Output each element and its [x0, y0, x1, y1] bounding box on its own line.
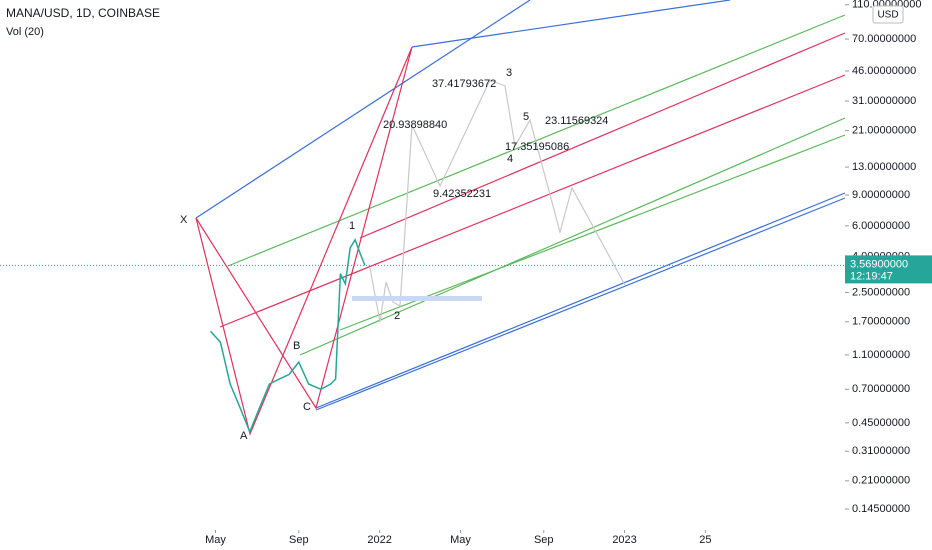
wave-label: C: [303, 401, 311, 413]
y-tick-label: 21.00000000: [852, 125, 916, 137]
wave-label: 1: [349, 220, 355, 232]
chart-title: MANA/USD, 1D, COINBASE: [6, 6, 160, 20]
price-annotation: 23.11569324: [545, 115, 608, 127]
indicator-label: Vol (20): [6, 26, 44, 38]
wave-label: 2: [394, 310, 400, 322]
fork-line: [411, 0, 731, 48]
price-annotation: 17.35195086: [505, 141, 569, 153]
price-line: [210, 238, 366, 434]
x-tick-label: Sep: [289, 534, 309, 546]
x-tick-label: 25: [699, 534, 711, 546]
y-tick-label: 110.00000000: [852, 0, 922, 11]
y-tick-label: 70.00000000: [852, 33, 916, 45]
price-annotation: 20.93898840: [383, 119, 447, 131]
currency-label: USD: [877, 10, 898, 21]
y-tick-label: 0.31000000: [852, 445, 910, 457]
y-tick-label: 0.14500000: [852, 503, 910, 515]
fork-line: [195, 0, 531, 219]
fork-line: [315, 197, 846, 411]
y-tick-label: 0.45000000: [852, 417, 910, 429]
fork-line: [359, 32, 846, 239]
y-tick-label: 31.00000000: [852, 95, 916, 107]
y-tick-label: 13.00000000: [852, 161, 916, 173]
currency-box: [872, 5, 904, 24]
wave-label: X: [180, 214, 188, 226]
projection-path: [369, 79, 626, 323]
y-tick-label: 0.70000000: [852, 383, 910, 395]
fork-line: [299, 117, 846, 356]
y-tick-label: 9.00000000: [852, 189, 910, 201]
price-annotation: 37.41793672: [432, 78, 496, 90]
y-tick-label: 6.00000000: [852, 220, 910, 232]
highlight-zone: [352, 296, 482, 301]
y-tick-label: 0.21000000: [852, 475, 910, 487]
fork-line: [227, 14, 846, 267]
wave-label: 4: [507, 153, 513, 165]
harmonic-pattern: [195, 46, 413, 436]
price-annotation: 9.42352231: [433, 188, 491, 200]
last-price-box: [845, 255, 932, 284]
x-tick-label: Sep: [534, 534, 554, 546]
x-tick-label: May: [450, 534, 471, 546]
wave-label: 5: [523, 111, 529, 123]
drawings: [195, 0, 846, 436]
y-tick-label: 2.50000000: [852, 286, 910, 298]
last-price-label: 3.56900000: [850, 258, 908, 270]
annotations: X A B C 1 2 3 4 5 37.41793672 20.9389884…: [180, 67, 608, 442]
fork-line: [219, 74, 846, 328]
fork-line: [315, 192, 846, 409]
wave-label: A: [240, 430, 248, 442]
wave-label: B: [293, 340, 300, 352]
countdown-label: 12:19:47: [850, 270, 893, 282]
y-tick-label: 46.00000000: [852, 65, 916, 77]
y-tick-label: 1.10000000: [852, 349, 910, 361]
x-tick-label: May: [205, 534, 226, 546]
y-tick-label: 1.70000000: [852, 316, 910, 328]
x-tick-label: 2023: [612, 534, 636, 546]
time-axis-bg: [0, 530, 845, 550]
x-tick-label: 2022: [367, 534, 391, 546]
wave-label: 3: [506, 67, 512, 79]
